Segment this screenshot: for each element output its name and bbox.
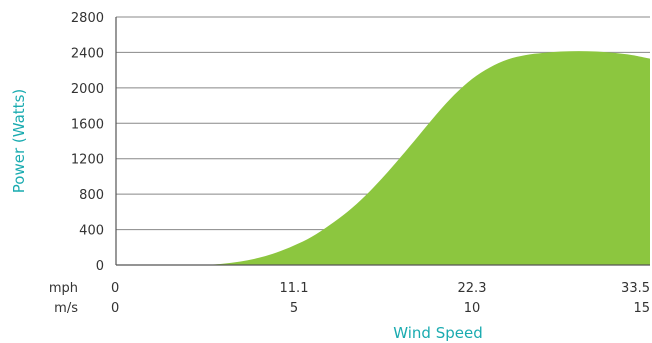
y-axis-title: Power (Watts) <box>10 89 28 193</box>
x-tick-label: 0 <box>111 301 119 316</box>
x-axis-title: Wind Speed <box>393 324 483 342</box>
x-tick-label: 10 <box>464 301 481 316</box>
y-tick-labels: 0 400 800 1200 1600 2000 2400 2800 <box>71 11 104 274</box>
x-tick-label: 15 <box>633 301 650 316</box>
y-tick-label: 2000 <box>71 82 104 97</box>
x-tick-label: 0 <box>111 281 119 296</box>
x-unit-label: mph <box>49 281 78 296</box>
x-unit-label: m/s <box>54 301 78 316</box>
y-tick-label: 1200 <box>71 153 104 168</box>
y-tick-label: 800 <box>79 188 104 203</box>
y-tick-label: 2400 <box>71 46 104 61</box>
y-tick-label: 1600 <box>71 117 104 132</box>
y-tick-label: 2800 <box>71 11 104 26</box>
y-tick-label: 0 <box>96 259 104 274</box>
power-area-series <box>205 51 650 265</box>
x-tick-label: 22.3 <box>458 281 487 296</box>
x-tick-labels: mph 0 11.1 22.3 33.5 m/s 0 5 10 15 <box>49 281 650 316</box>
x-tick-label: 5 <box>290 301 298 316</box>
y-tick-label: 400 <box>79 224 104 239</box>
x-tick-label: 11.1 <box>280 281 309 296</box>
gridlines <box>116 16 650 231</box>
x-tick-label: 33.5 <box>621 281 650 296</box>
